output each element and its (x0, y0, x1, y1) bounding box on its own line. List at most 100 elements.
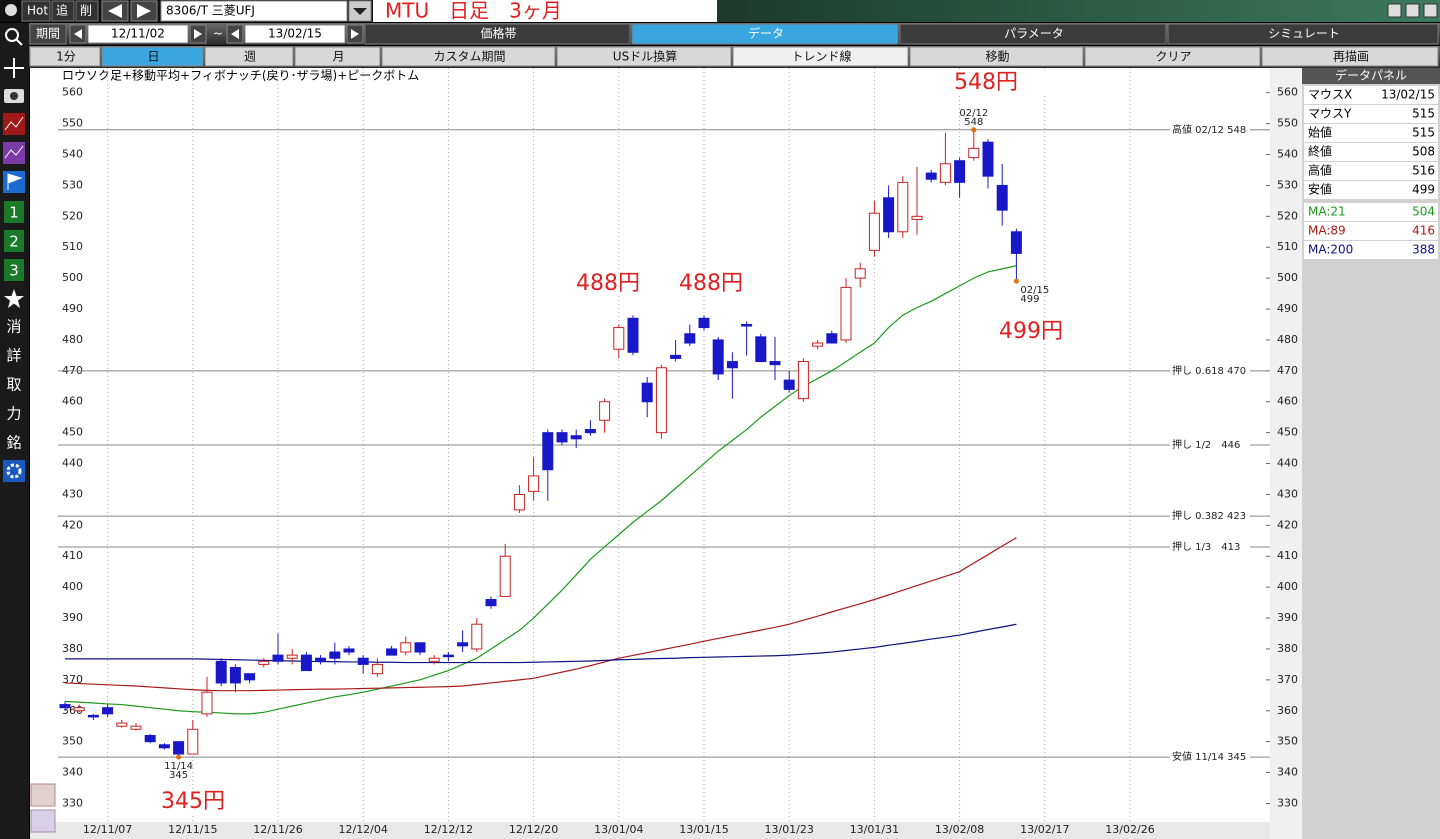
del-button[interactable] (75, 0, 99, 22)
button[interactable] (204, 46, 294, 67)
thumb-icon[interactable] (30, 809, 56, 833)
fib-label-bg (1170, 364, 1250, 377)
candle-body (556, 432, 568, 443)
y-tick-label-right: 520 (1277, 209, 1298, 222)
panel-key: 高値 (1308, 163, 1332, 178)
tool-label: 3 (9, 262, 19, 280)
peak-value: 548 (964, 117, 983, 128)
y-tick-label: 530 (62, 178, 83, 191)
to-date: 13/02/15 (268, 27, 322, 41)
x-tick-label: 12/12/20 (509, 823, 558, 836)
candle-body (513, 493, 525, 511)
fib-label: 押し 0.618 470 (1172, 364, 1246, 377)
x-axis-area (30, 822, 1270, 839)
callout-bg (995, 319, 1081, 343)
button[interactable] (381, 46, 556, 67)
buttons: 1分 日 週 月 カスタム期間 USドル換算 トレンド線 移動 クリア 再描画 (29, 46, 1439, 67)
tool-label: 銘 (6, 434, 21, 452)
callout-bg (572, 271, 662, 295)
tool-button[interactable] (4, 230, 24, 252)
candle-body (968, 147, 980, 159)
fib-label: 押し 1/3 413 (1172, 540, 1240, 553)
chart-icon[interactable] (3, 113, 25, 135)
hot-button[interactable] (21, 0, 51, 22)
crosshair-icon[interactable] (4, 58, 24, 78)
ma-line (65, 623, 1017, 664)
candle-body (670, 354, 682, 359)
button[interactable] (101, 46, 204, 67)
flag-icon[interactable] (3, 171, 25, 193)
candle-body (173, 741, 185, 755)
y-tick-label-right: 450 (1277, 426, 1298, 439)
callout: 345円 (161, 789, 225, 814)
from-input[interactable] (87, 24, 189, 44)
y-tick-label-right: 490 (1277, 302, 1298, 315)
panel-value: 515 (1412, 107, 1435, 121)
button[interactable] (1084, 46, 1261, 67)
button[interactable] (1261, 46, 1439, 67)
button-label: カスタム期間 (433, 50, 505, 64)
x-tick-label: 13/01/23 (764, 823, 813, 836)
button-label: 移動 (985, 50, 1009, 64)
button[interactable] (909, 46, 1084, 67)
callout-bg (660, 271, 750, 295)
tab[interactable] (899, 23, 1167, 45)
data-panel-header (1302, 68, 1440, 84)
star-icon[interactable] (4, 289, 24, 308)
y-tick-label-right: 390 (1277, 611, 1298, 624)
tab[interactable] (631, 23, 899, 45)
x-tick-label: 13/02/26 (1105, 823, 1154, 836)
icon (74, 29, 82, 39)
add-button[interactable] (51, 0, 75, 22)
maximize-button[interactable] (1405, 3, 1420, 18)
panel-key: MA:200 (1308, 243, 1353, 257)
period-sep: ~ (213, 27, 223, 41)
tab[interactable] (364, 23, 631, 45)
to-input[interactable] (244, 24, 346, 44)
candle-body (897, 181, 909, 233)
x-tick-label: 13/01/31 (850, 823, 899, 836)
candle-body (613, 327, 625, 350)
tab-label: シミュレート (1268, 27, 1340, 41)
bulb-icon[interactable] (5, 4, 17, 16)
y-tick-label-right: 360 (1277, 704, 1298, 717)
y-tick-label: 480 (62, 333, 83, 346)
tool-button[interactable] (4, 201, 24, 223)
candle-body (272, 654, 284, 662)
y-tick-label-right: 550 (1277, 117, 1298, 130)
plot-area (30, 68, 1270, 839)
candle-body (996, 184, 1008, 211)
search-icon[interactable] (5, 28, 19, 42)
data-panel-rows: マウスX 13/02/15 マウスY 515 始値 515 終値 508 高値 516 安値 499 M… (1304, 86, 1438, 259)
candle-body (925, 172, 937, 180)
button[interactable] (732, 46, 909, 67)
thumb-icon[interactable] (30, 783, 56, 807)
button[interactable] (29, 46, 101, 67)
y-tick-label: 440 (62, 457, 83, 470)
y-tick-label-right: 510 (1277, 240, 1298, 253)
candle-body (400, 642, 412, 653)
symbol-input[interactable] (160, 0, 348, 22)
candle-body (144, 734, 156, 743)
y-tick-label: 510 (62, 240, 83, 253)
button-label: 1分 (56, 50, 76, 64)
peak-dot (1013, 278, 1019, 284)
close-button[interactable] (1423, 3, 1438, 18)
tool-label: 1 (9, 204, 19, 222)
panel-value: 504 (1412, 205, 1435, 219)
x-tick-label: 12/11/26 (253, 823, 302, 836)
button[interactable] (294, 46, 381, 67)
tool-button[interactable] (4, 259, 24, 281)
minimize-button[interactable] (1387, 3, 1402, 18)
candle-body (982, 141, 994, 177)
fib-label: 押し 0.382 423 (1172, 509, 1246, 522)
button[interactable] (556, 46, 732, 67)
callout: 488円 (576, 271, 640, 296)
settings-icon[interactable] (3, 460, 25, 482)
x-tick-label: 12/12/04 (338, 823, 387, 836)
candle-body (201, 691, 213, 715)
candle-body (229, 666, 241, 684)
tab[interactable] (1167, 23, 1439, 45)
